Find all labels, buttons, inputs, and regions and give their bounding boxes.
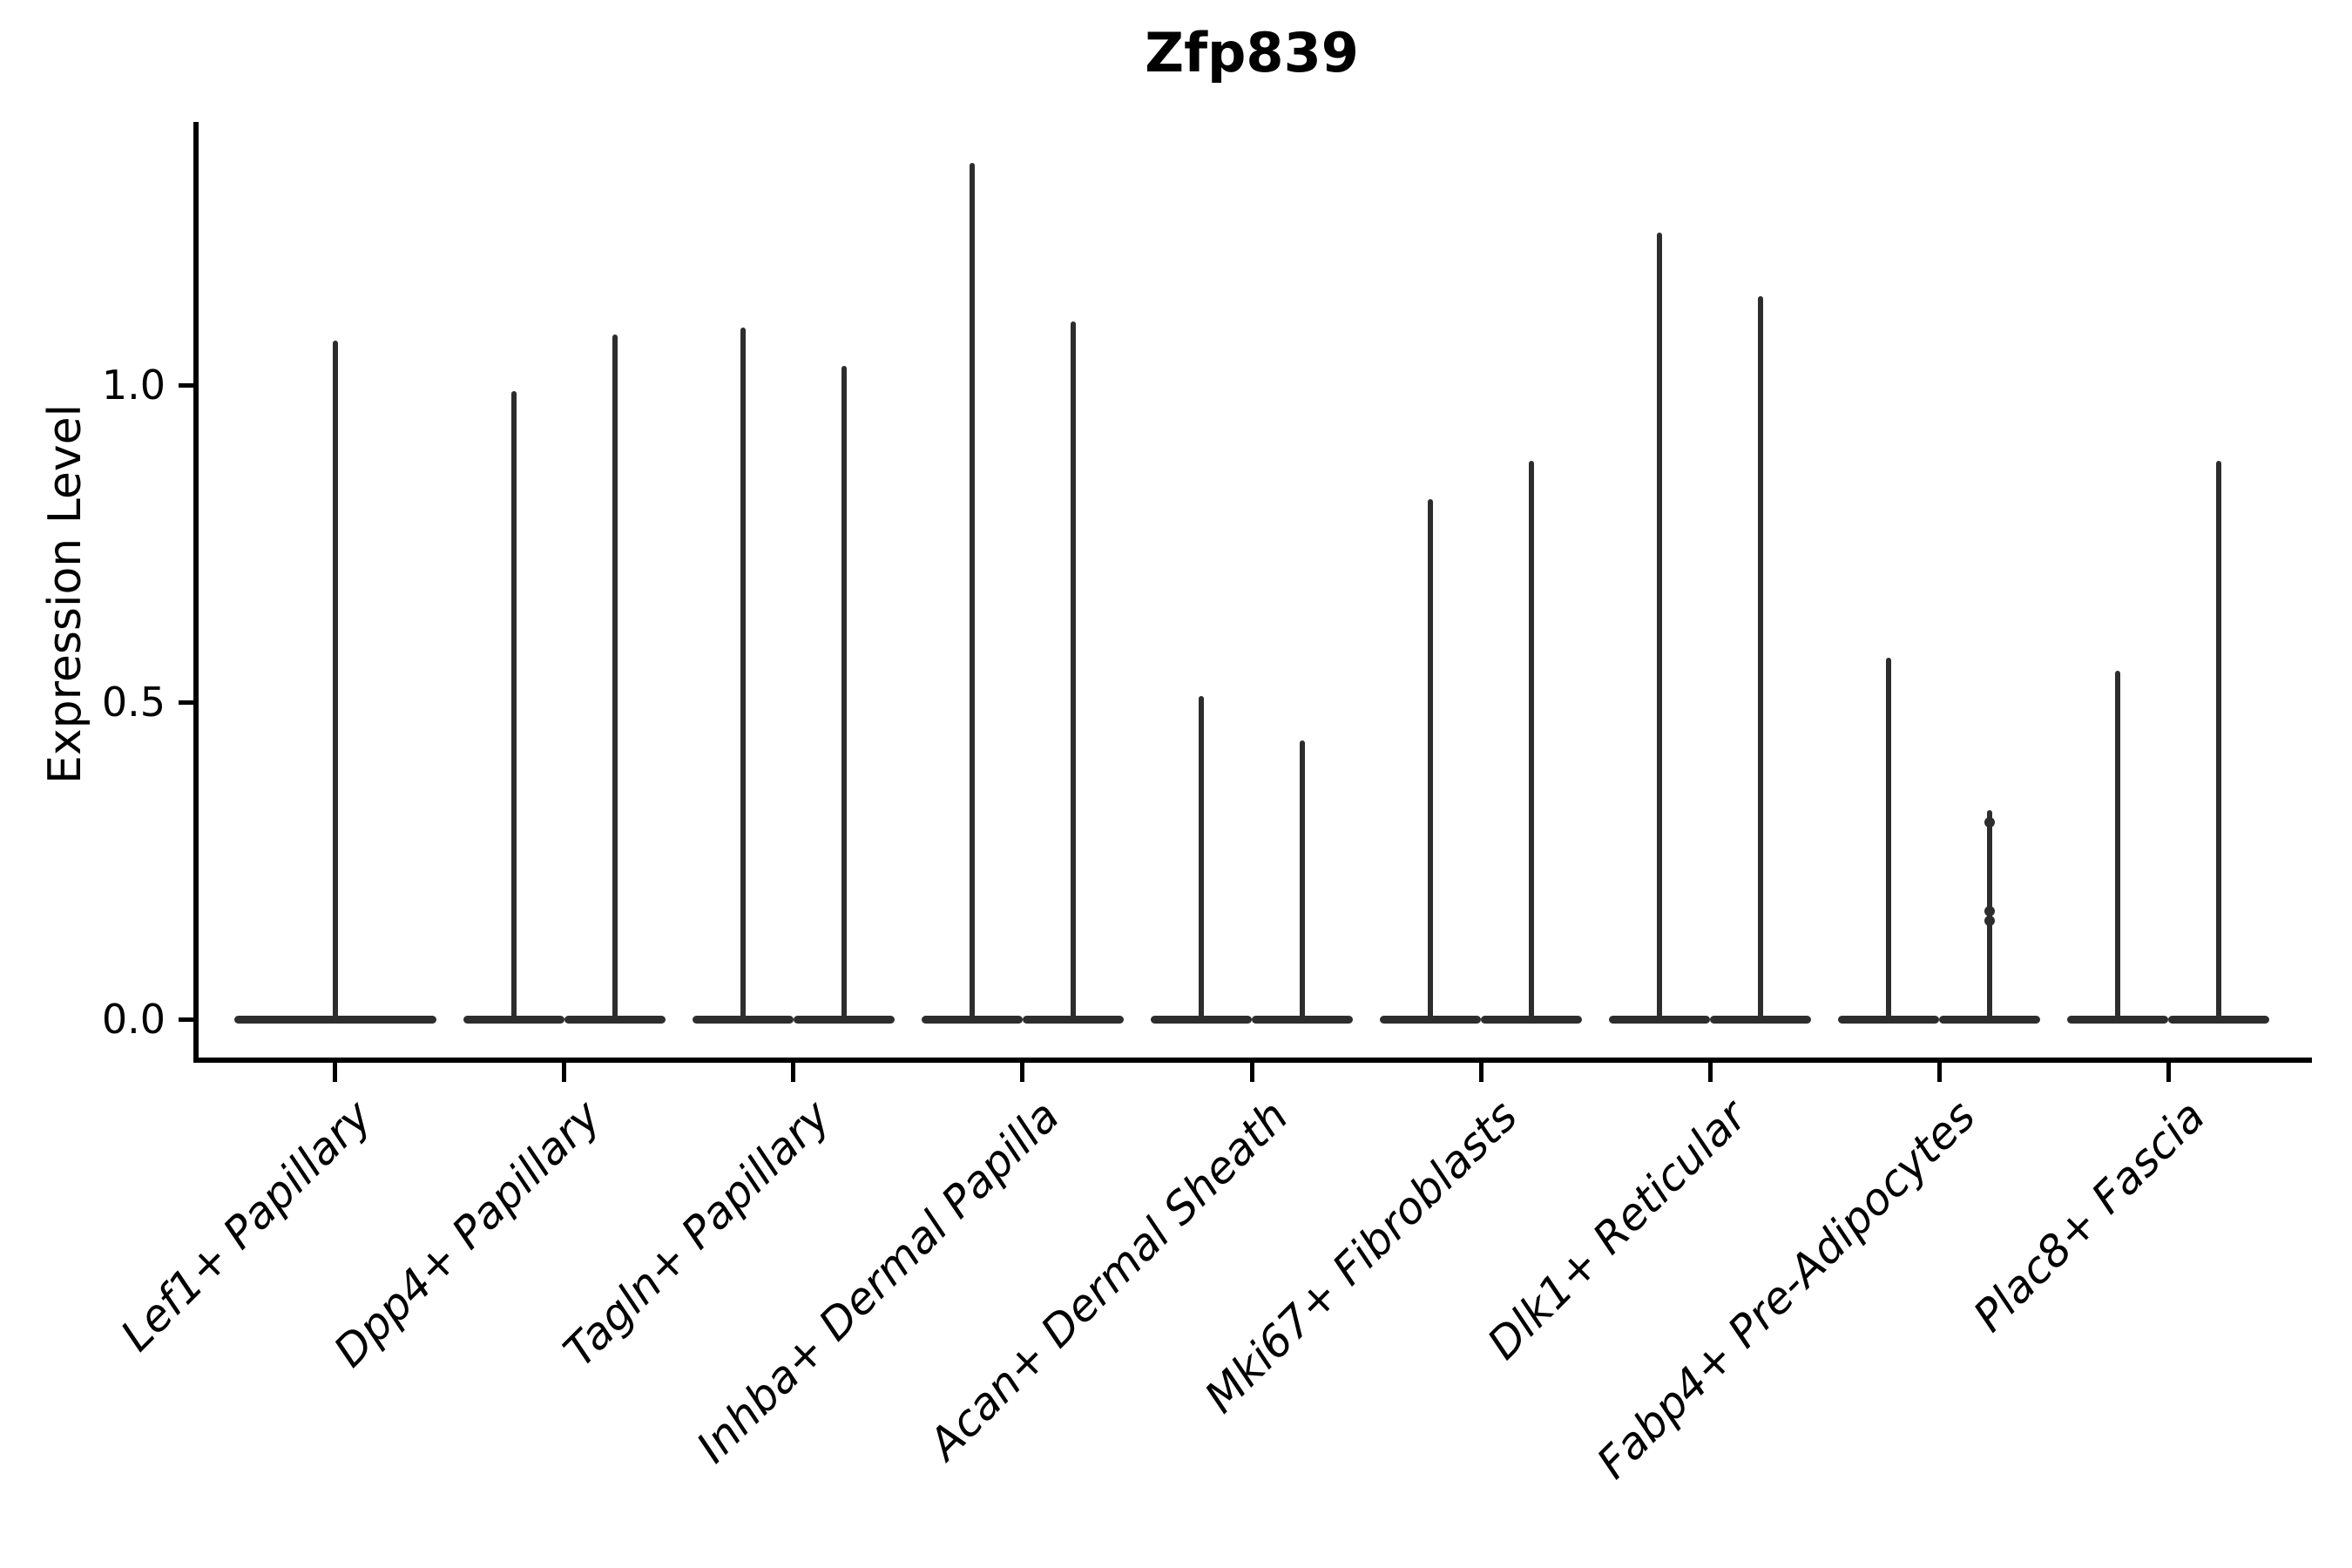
- x-axis-spine: [193, 1058, 2312, 1063]
- violin-spike: [1300, 740, 1305, 1019]
- violin-data-point: [1984, 916, 1996, 927]
- y-axis-tick-label: 0.5: [101, 679, 166, 726]
- x-axis-tick: [1478, 1063, 1484, 1082]
- x-axis-tick: [2166, 1063, 2171, 1082]
- violin-spike: [1070, 321, 1076, 1019]
- violin-base: [1609, 1015, 1711, 1024]
- violin-base: [1380, 1015, 1482, 1024]
- x-axis-tick: [1249, 1063, 1254, 1082]
- x-axis-tick: [1707, 1063, 1713, 1082]
- violin-spike: [1529, 461, 1535, 1019]
- violin-base: [1022, 1015, 1124, 1024]
- y-axis-tick: [179, 700, 198, 705]
- chart-title: Zfp839: [1145, 21, 1359, 84]
- violin-base: [1481, 1015, 1583, 1024]
- x-axis-category-label: Lef1+ Papillary: [111, 1091, 382, 1362]
- violin-base: [793, 1015, 895, 1024]
- violin-spike: [1657, 233, 1663, 1019]
- violin-base: [2168, 1015, 2270, 1024]
- violin-spike: [1758, 296, 1764, 1019]
- violin-spike: [1886, 658, 1892, 1019]
- violin-base: [1710, 1015, 1812, 1024]
- x-axis-tick: [1936, 1063, 1942, 1082]
- violin-spike: [2216, 461, 2222, 1019]
- x-axis-tick: [791, 1063, 796, 1082]
- violin-base: [564, 1015, 666, 1024]
- violin-data-point: [1984, 817, 1996, 828]
- violin-base: [1252, 1015, 1353, 1024]
- violin-base: [463, 1015, 564, 1024]
- violin-base: [921, 1015, 1023, 1024]
- violin-spike: [841, 366, 847, 1019]
- y-axis-tick-label: 1.0: [101, 362, 166, 409]
- violin-data-point: [1984, 906, 1996, 917]
- violin-spike: [510, 391, 517, 1019]
- x-axis-category-label: Inhba+ Dermal Papilla: [686, 1091, 1069, 1473]
- violin-spike: [1199, 695, 1204, 1019]
- x-axis-tick: [562, 1063, 567, 1082]
- violin-spike: [1428, 499, 1434, 1019]
- violin-spike: [332, 341, 338, 1019]
- x-axis-tick: [333, 1063, 338, 1082]
- violin-base: [692, 1015, 794, 1024]
- y-axis-tick: [179, 383, 198, 388]
- x-axis-category-label: Plac8+ Fascia: [1963, 1091, 2215, 1342]
- x-axis-category-label: Fabp4+ Pre-Adipocytes: [1587, 1091, 1986, 1489]
- violin-base: [1151, 1015, 1252, 1024]
- y-axis-tick: [179, 1017, 198, 1022]
- violin-base: [2067, 1015, 2169, 1024]
- violin-spike: [740, 328, 746, 1019]
- violin-base: [1939, 1015, 2041, 1024]
- y-axis-spine: [193, 122, 199, 1063]
- violin-base: [1838, 1015, 1940, 1024]
- violin-spike: [969, 163, 975, 1019]
- y-axis-label: Expression Level: [39, 403, 91, 785]
- violin-spike: [612, 334, 618, 1019]
- x-axis-tick: [1020, 1063, 1025, 1082]
- violin-spike: [2115, 670, 2121, 1019]
- y-axis-tick-label: 0.0: [101, 996, 166, 1043]
- violin-base: [233, 1015, 436, 1024]
